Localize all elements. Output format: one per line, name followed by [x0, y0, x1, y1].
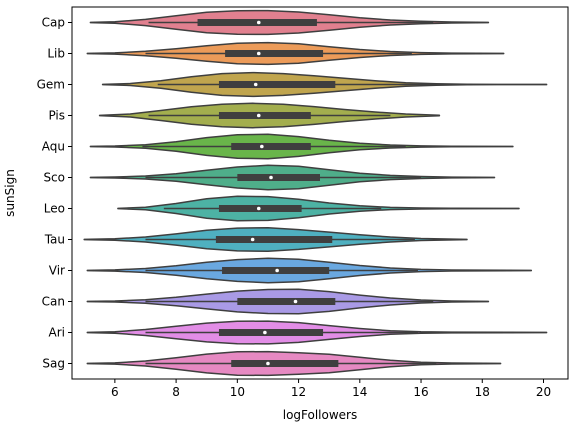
y-tick-label: Can — [42, 295, 65, 309]
iqr-box-sco — [237, 174, 320, 181]
y-tick-label: Ari — [49, 326, 65, 340]
y-tick-label: Tau — [44, 233, 65, 247]
median-dot-can — [293, 299, 298, 304]
x-tick-label: 20 — [536, 385, 551, 399]
median-dot-vir — [275, 268, 279, 273]
y-axis-label: sunSign — [3, 169, 17, 217]
iqr-box-aqu — [231, 143, 311, 150]
x-tick-label: 8 — [172, 385, 180, 399]
iqr-box-can — [237, 298, 336, 305]
median-dot-pis — [256, 113, 261, 118]
median-dot-lib — [256, 51, 261, 56]
y-tick-label: Sag — [42, 357, 65, 371]
y-tick-label: Leo — [44, 202, 65, 216]
y-tick-label: Vir — [49, 264, 65, 278]
median-dot-leo — [256, 206, 261, 211]
median-dot-sag — [266, 361, 270, 366]
median-dot-sco — [269, 175, 273, 180]
iqr-box-ari — [218, 329, 324, 336]
iqr-box-sag — [231, 360, 339, 367]
median-dot-gem — [253, 82, 258, 87]
iqr-box-gem — [218, 81, 336, 88]
median-dot-tau — [250, 237, 255, 242]
x-tick-label: 18 — [475, 385, 490, 399]
x-tick-label: 16 — [413, 385, 428, 399]
y-tick-label: Pis — [48, 109, 65, 123]
y-tick-label: Cap — [42, 16, 65, 30]
median-dot-aqu — [260, 144, 264, 149]
x-tick-label: 14 — [352, 385, 367, 399]
median-dot-ari — [263, 330, 267, 335]
x-tick-label: 6 — [111, 385, 119, 399]
iqr-box-pis — [218, 112, 311, 119]
iqr-box-lib — [225, 50, 324, 57]
y-axis-ticks: Cap Lib Gem Pis Aqu Sco Leo Tau Vir Can Ari Sag — [37, 16, 72, 371]
iqr-box-tau — [215, 236, 333, 243]
x-axis-label: logFollowers — [283, 408, 358, 422]
y-tick-label: Lib — [47, 47, 65, 61]
y-tick-label: Aqu — [42, 140, 65, 154]
x-tick-label: 10 — [230, 385, 245, 399]
x-tick-label: 12 — [291, 385, 306, 399]
x-axis-ticks: 6 8 10 12 14 16 18 20 — [111, 379, 551, 399]
violins-layer — [83, 9, 548, 377]
y-tick-label: Gem — [37, 78, 65, 92]
plot-frame — [71, 6, 569, 380]
median-dot-cap — [256, 20, 261, 25]
y-tick-label: Sco — [43, 171, 65, 185]
